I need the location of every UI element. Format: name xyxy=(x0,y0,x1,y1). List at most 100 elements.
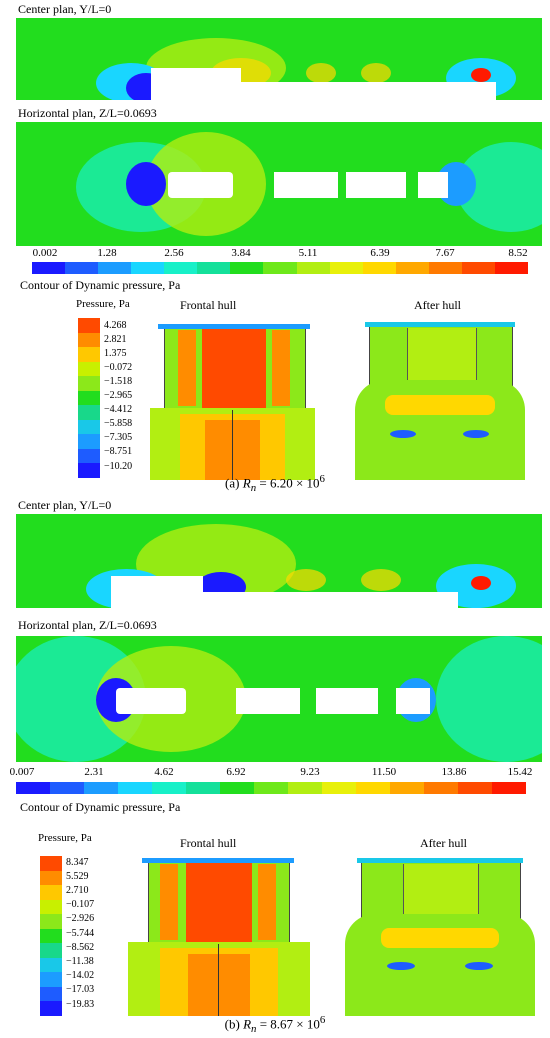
colorbar-tick: 2.56 xyxy=(164,247,184,259)
colorbar-tick: 15.42 xyxy=(507,766,533,778)
colorbar-swatch xyxy=(78,448,100,464)
after-hull-contour-b xyxy=(345,856,535,1016)
colorbar-swatch xyxy=(40,870,62,886)
pressure-tick: −17.03 xyxy=(66,984,95,995)
colorbar-swatch xyxy=(296,262,330,274)
pressure-tick: −0.107 xyxy=(66,899,95,910)
colorbar-swatch xyxy=(78,405,100,420)
caption-b: (b) Rn = 8.67 × 106 xyxy=(0,1014,550,1035)
frontal-hull-contour-a xyxy=(150,320,315,480)
after-hull-label: After hull xyxy=(414,298,461,312)
colorbar-swatch xyxy=(78,332,100,348)
colorbar-swatch xyxy=(263,262,297,274)
colorbar-tick: 7.67 xyxy=(435,247,455,259)
pressure-tick: −8.562 xyxy=(66,942,95,953)
center-plan-title: Center plan, Y/L=0 xyxy=(18,498,112,512)
colorbar-tick: 1.28 xyxy=(97,247,117,259)
center-plan-contour xyxy=(16,514,542,608)
dynamic-pressure-colorbar-b xyxy=(16,782,526,794)
caption-eq: = 6.20 × 10 xyxy=(256,475,320,491)
colorbar-swatch xyxy=(78,434,100,449)
caption-prefix: (b) xyxy=(224,1016,240,1032)
pressure-tick: 5.529 xyxy=(66,871,89,882)
frontal-hull-contour-b xyxy=(128,856,310,1016)
horizontal-plan-contour xyxy=(16,636,542,762)
colorbar-swatch xyxy=(40,899,62,915)
colorbar-swatch xyxy=(461,262,495,274)
pressure-tick: −5.858 xyxy=(104,418,133,429)
center-plan-contour xyxy=(16,18,542,100)
colorbar-swatch xyxy=(424,782,458,794)
pressure-tick: −4.412 xyxy=(104,404,133,415)
colorbar-swatch xyxy=(197,262,231,274)
colorbar-swatch xyxy=(390,782,424,794)
colorbar-tick: 6.92 xyxy=(226,766,246,778)
colorbar-swatch xyxy=(40,1001,62,1017)
pressure-tick: −7.305 xyxy=(104,432,133,443)
colorbar-tick: 9.23 xyxy=(300,766,320,778)
colorbar-swatch xyxy=(288,782,322,794)
pressure-tick: −5.744 xyxy=(66,928,95,939)
colorbar-swatch xyxy=(78,376,100,391)
colorbar-swatch xyxy=(84,782,118,794)
contour-title: Contour of Dynamic pressure, Pa xyxy=(20,278,181,292)
colorbar-swatch xyxy=(395,262,429,274)
caption-sub: n xyxy=(251,1022,257,1035)
pressure-colorbar-a xyxy=(78,318,100,479)
horizontal-plan-title: Horizontal plan, Z/L=0.0693 xyxy=(18,106,157,120)
caption-eq: = 8.67 × 10 xyxy=(256,1016,320,1032)
pressure-tick: −10.20 xyxy=(104,461,133,472)
frontal-hull-label: Frontal hull xyxy=(180,298,237,312)
colorbar-swatch xyxy=(40,986,62,1002)
pressure-legend-title: Pressure, Pa xyxy=(38,832,92,844)
colorbar-tick: 13.86 xyxy=(441,766,467,778)
colorbar-tick: 4.62 xyxy=(154,766,174,778)
pressure-tick: 2.710 xyxy=(66,885,89,896)
colorbar-swatch xyxy=(40,928,62,944)
colorbar-tick: 11.50 xyxy=(371,766,397,778)
caption-var: R xyxy=(242,475,251,491)
colorbar-tick: 5.11 xyxy=(298,247,318,259)
colorbar-swatch xyxy=(492,782,526,794)
colorbar-swatch xyxy=(164,262,198,274)
pressure-tick: 8.347 xyxy=(66,857,89,868)
colorbar-swatch xyxy=(230,262,264,274)
colorbar-swatch xyxy=(98,262,132,274)
colorbar-swatch xyxy=(78,419,100,435)
colorbar-swatch xyxy=(40,856,62,871)
colorbar-swatch xyxy=(40,972,62,987)
colorbar-swatch xyxy=(40,957,62,973)
caption-var: R xyxy=(243,1016,252,1032)
colorbar-swatch xyxy=(50,782,84,794)
colorbar-swatch xyxy=(78,463,100,479)
horizontal-plan-title: Horizontal plan, Z/L=0.0693 xyxy=(18,618,157,632)
colorbar-tick: 0.002 xyxy=(32,247,58,259)
colorbar-swatch xyxy=(220,782,254,794)
colorbar-tick: 3.84 xyxy=(231,247,251,259)
colorbar-swatch xyxy=(65,262,99,274)
frontal-hull-label: Frontal hull xyxy=(180,836,237,850)
colorbar-swatch xyxy=(362,262,396,274)
caption-sub: n xyxy=(250,481,257,494)
colorbar-swatch xyxy=(78,361,100,377)
colorbar-swatch xyxy=(356,782,390,794)
pressure-colorbar-b xyxy=(40,856,62,1017)
caption-a: (a) Rn = 6.20 × 106 xyxy=(0,473,550,494)
pressure-tick: 1.375 xyxy=(104,348,127,359)
contour-title: Contour of Dynamic pressure, Pa xyxy=(20,800,181,814)
caption-exp: 6 xyxy=(319,473,325,485)
pressure-tick: −8.751 xyxy=(104,446,133,457)
pressure-tick: −19.83 xyxy=(66,999,95,1010)
colorbar-tick: 6.39 xyxy=(370,247,390,259)
colorbar-swatch xyxy=(40,943,62,958)
pressure-tick: −14.02 xyxy=(66,970,95,981)
colorbar-swatch xyxy=(322,782,356,794)
colorbar-swatch xyxy=(40,914,62,929)
colorbar-swatch xyxy=(329,262,363,274)
pressure-tick: −2.926 xyxy=(66,913,95,924)
pressure-tick: 2.821 xyxy=(104,334,127,345)
after-hull-contour-a xyxy=(355,320,525,480)
colorbar-swatch xyxy=(78,318,100,333)
colorbar-swatch xyxy=(32,262,66,274)
pressure-tick: −0.072 xyxy=(104,362,133,373)
